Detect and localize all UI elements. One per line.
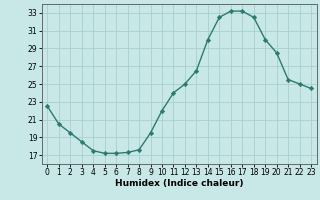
X-axis label: Humidex (Indice chaleur): Humidex (Indice chaleur) bbox=[115, 179, 244, 188]
